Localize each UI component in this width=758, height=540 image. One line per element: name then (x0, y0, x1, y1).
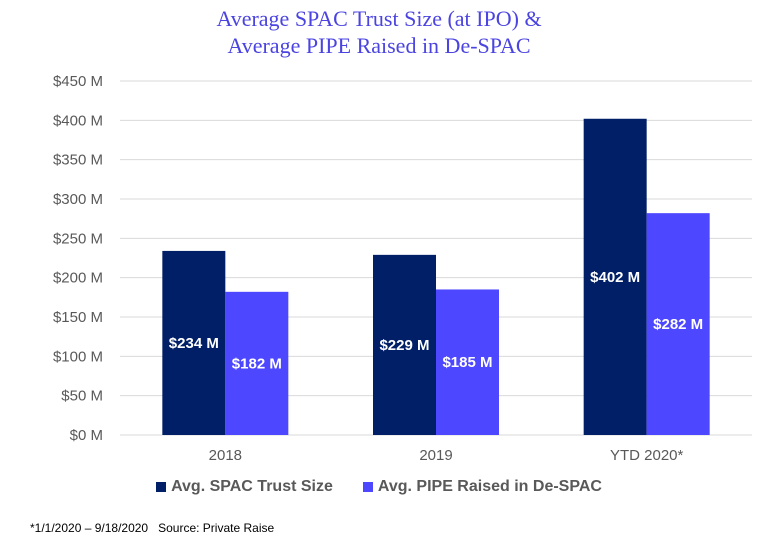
bar-pipe-raised (436, 289, 499, 435)
footnote: *1/1/2020 – 9/18/2020 Source: Private Ra… (30, 521, 275, 535)
legend-item-pipe-raised: Avg. PIPE Raised in De-SPAC (362, 478, 602, 496)
legend-swatch-pipe-raised (362, 482, 373, 492)
bar-pipe-raised (646, 213, 710, 435)
chart-title: Average SPAC Trust Size (at IPO) & Avera… (0, 5, 758, 59)
chart-title-line-1: Average SPAC Trust Size (at IPO) & (216, 6, 542, 31)
data-label: $185 M (442, 354, 492, 371)
data-label: $182 M (232, 355, 282, 372)
bar-spac-trust (373, 254, 436, 435)
y-tick-label: $400 M (53, 112, 103, 129)
y-tick-label: $0 M (70, 427, 103, 444)
data-label: $234 M (169, 335, 219, 352)
data-label: $282 M (653, 316, 703, 333)
y-tick-label: $350 M (53, 152, 103, 169)
y-tick-label: $50 M (61, 388, 103, 405)
y-tick-label: $150 M (53, 309, 103, 326)
bar-spac-trust (583, 118, 647, 435)
bars (162, 118, 710, 435)
y-tick-label: $250 M (53, 230, 103, 247)
y-tick-label: $450 M (53, 73, 103, 90)
x-tick-label: YTD 2020* (610, 447, 684, 464)
bar-spac-trust (162, 250, 226, 435)
data-labels: $234 M $182 M $229 M $185 M $402 M $282 M (169, 269, 703, 373)
x-tick-label: 2018 (209, 447, 242, 464)
y-tick-label: $100 M (53, 348, 103, 365)
chart-title-line-2: Average PIPE Raised in De-SPAC (227, 33, 531, 58)
y-tick-label: $300 M (53, 191, 103, 208)
y-axis-ticks: $0 M $50 M $100 M $150 M $200 M $250 M $300 M $… (53, 73, 103, 444)
data-label: $229 M (379, 337, 429, 354)
legend-label-spac-trust: Avg. SPAC Trust Size (171, 478, 333, 495)
legend: Avg. SPAC Trust Size Avg. PIPE Raised in… (0, 478, 758, 496)
legend-swatch-spac-trust (156, 482, 167, 492)
legend-label-pipe-raised: Avg. PIPE Raised in De-SPAC (377, 478, 602, 495)
y-tick-label: $200 M (53, 270, 103, 287)
x-axis-ticks: 2018 2019 YTD 2020* (209, 447, 684, 464)
x-tick-label: 2019 (419, 447, 452, 464)
legend-item-spac-trust: Avg. SPAC Trust Size (156, 478, 333, 496)
data-label: $402 M (590, 269, 640, 286)
bar-pipe-raised (225, 291, 289, 435)
